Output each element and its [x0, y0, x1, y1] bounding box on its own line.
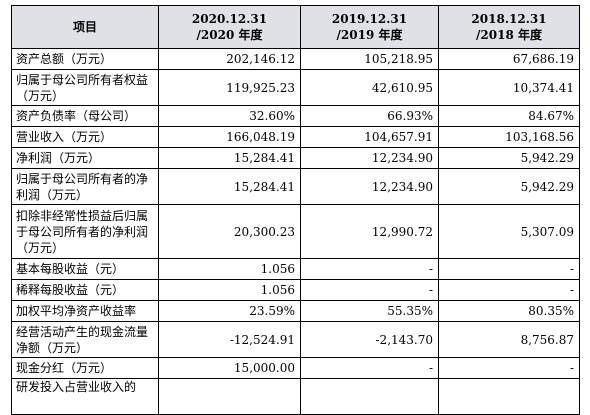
- cell-2018: -: [438, 279, 580, 301]
- cell-2020: 1.056: [158, 258, 301, 280]
- table-row: 资产负债率（母公司） 32.60% 66.93% 84.67%: [11, 105, 580, 127]
- cell-2018: 103,168.56: [438, 126, 580, 148]
- cell-2020: [158, 378, 301, 415]
- row-label: 扣除非经常性损益后归属于母公司所有者的净利润（万元）: [11, 204, 159, 259]
- cell-2018: -: [438, 258, 580, 280]
- row-label: 加权平均净资产收益率: [11, 300, 159, 322]
- table-row: 净利润（万元） 15,284.41 12,234.90 5,942.29: [11, 147, 580, 169]
- cell-2019: -2,143.70: [300, 321, 439, 358]
- cell-2018: -: [438, 357, 580, 379]
- row-label: 基本每股收益（元）: [11, 258, 159, 280]
- table-row: 基本每股收益（元） 1.056 - -: [11, 258, 580, 280]
- cell-2019: 104,657.91: [300, 126, 439, 148]
- table-row: 归属于母公司所有者权益（万元） 119,925.23 42,610.95 10,…: [11, 69, 580, 106]
- row-label: 资产负债率（母公司）: [11, 105, 159, 127]
- cell-2019: [300, 378, 439, 415]
- row-label: 经营活动产生的现金流量净额（万元）: [11, 321, 159, 358]
- header-2020: 2020.12.31 /2020 年度: [158, 5, 301, 49]
- row-label: 资产总额（万元）: [11, 48, 159, 70]
- row-label: 研发投入占营业收入的: [11, 378, 159, 415]
- table-row: 营业收入（万元） 166,048.19 104,657.91 103,168.5…: [11, 126, 580, 148]
- cell-2020: 15,284.41: [158, 147, 301, 169]
- cell-2019: 42,610.95: [300, 69, 439, 106]
- row-label: 现金分红（万元）: [11, 357, 159, 379]
- header-2019: 2019.12.31 /2019 年度: [300, 5, 439, 49]
- cell-2019: -: [300, 279, 439, 301]
- financial-data-table: 项目 2020.12.31 /2020 年度 2019.12.31 /2019 …: [11, 5, 580, 415]
- cell-2020: 119,925.23: [158, 69, 301, 106]
- cell-2020: -12,524.91: [158, 321, 301, 358]
- cell-2018: 5,307.09: [438, 204, 580, 259]
- cell-2020: 32.60%: [158, 105, 301, 127]
- cell-2020: 20,300.23: [158, 204, 301, 259]
- cell-2020: 15,284.41: [158, 168, 301, 205]
- cell-2018: [438, 378, 580, 415]
- cell-2019: 55.35%: [300, 300, 439, 322]
- table-row: 经营活动产生的现金流量净额（万元） -12,524.91 -2,143.70 8…: [11, 321, 580, 358]
- table-row: 现金分红（万元） 15,000.00 - -: [11, 357, 580, 379]
- cell-2019: 12,990.72: [300, 204, 439, 259]
- cell-2019: 105,218.95: [300, 48, 439, 70]
- cell-2019: 12,234.90: [300, 147, 439, 169]
- cell-2018: 84.67%: [438, 105, 580, 127]
- cell-2018: 8,756.87: [438, 321, 580, 358]
- cell-2019: 12,234.90: [300, 168, 439, 205]
- row-label: 净利润（万元）: [11, 147, 159, 169]
- header-2018: 2018.12.31 /2018 年度: [438, 5, 580, 49]
- cell-2020: 23.59%: [158, 300, 301, 322]
- row-label: 稀释每股收益（元）: [11, 279, 159, 301]
- table-row: 归属于母公司所有者的净利润（万元） 15,284.41 12,234.90 5,…: [11, 168, 580, 205]
- row-label: 归属于母公司所有者的净利润（万元）: [11, 168, 159, 205]
- cell-2020: 15,000.00: [158, 357, 301, 379]
- header-item: 项目: [11, 5, 159, 49]
- cell-2019: 66.93%: [300, 105, 439, 127]
- cell-2018: 67,686.19: [438, 48, 580, 70]
- row-label: 归属于母公司所有者权益（万元）: [11, 69, 159, 106]
- cell-2020: 1.056: [158, 279, 301, 301]
- header-row: 项目 2020.12.31 /2020 年度 2019.12.31 /2019 …: [11, 5, 580, 49]
- table-row: 加权平均净资产收益率 23.59% 55.35% 80.35%: [11, 300, 580, 322]
- cell-2019: -: [300, 258, 439, 280]
- cell-2018: 10,374.41: [438, 69, 580, 106]
- table-row: 资产总额（万元） 202,146.12 105,218.95 67,686.19: [11, 48, 580, 70]
- table-row: 扣除非经常性损益后归属于母公司所有者的净利润（万元） 20,300.23 12,…: [11, 204, 580, 259]
- cell-2018: 5,942.29: [438, 168, 580, 205]
- cell-2019: -: [300, 357, 439, 379]
- table-row: 研发投入占营业收入的: [11, 378, 580, 415]
- row-label: 营业收入（万元）: [11, 126, 159, 148]
- cell-2018: 5,942.29: [438, 147, 580, 169]
- cell-2020: 202,146.12: [158, 48, 301, 70]
- table-row: 稀释每股收益（元） 1.056 - -: [11, 279, 580, 301]
- cell-2020: 166,048.19: [158, 126, 301, 148]
- cell-2018: 80.35%: [438, 300, 580, 322]
